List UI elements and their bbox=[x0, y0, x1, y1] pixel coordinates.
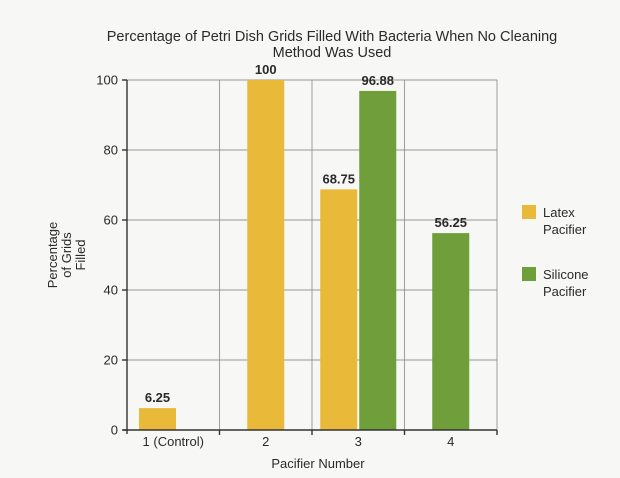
y-axis-title: Percentageof GridsFilled bbox=[45, 222, 88, 289]
legend-swatch bbox=[522, 267, 536, 281]
gridlines bbox=[127, 79, 498, 430]
y-axis-title-line: Percentage bbox=[45, 222, 60, 289]
data-label: 96.88 bbox=[361, 73, 394, 88]
bar bbox=[432, 233, 470, 430]
legend-label: Pacifier bbox=[543, 222, 587, 237]
bar bbox=[359, 90, 397, 431]
tick-labels: 0 20 40 60 80 100 1 (Control) 2 3 4 bbox=[96, 73, 498, 449]
y-tick-label: 0 bbox=[111, 423, 118, 438]
bars bbox=[139, 80, 470, 431]
x-tick-label: 3 bbox=[355, 434, 362, 449]
axes bbox=[123, 80, 497, 434]
y-tick-label: 60 bbox=[104, 213, 118, 228]
legend-label: Pacifier bbox=[543, 284, 587, 299]
x-tick-label: 4 bbox=[447, 434, 454, 449]
bar bbox=[247, 80, 285, 430]
chart-title-line: Method Was Used bbox=[273, 45, 392, 61]
axis-titles: Pacifier Number Percentageof GridsFilled bbox=[45, 222, 365, 471]
data-label: 100 bbox=[255, 62, 277, 77]
y-axis-title-line: Filled bbox=[73, 239, 88, 270]
data-label: 56.25 bbox=[434, 215, 467, 230]
legend-label: Silicone bbox=[543, 267, 589, 282]
data-labels: 6.25 100 68.75 96.88 56.25 bbox=[145, 62, 467, 405]
x-tick-label: 2 bbox=[262, 434, 269, 449]
data-label: 6.25 bbox=[145, 390, 170, 405]
x-axis-title: Pacifier Number bbox=[271, 456, 365, 471]
y-tick-label: 20 bbox=[104, 353, 118, 368]
x-tick-label: 1 (Control) bbox=[143, 434, 204, 449]
y-tick-label: 100 bbox=[96, 73, 118, 88]
legend-label: Latex bbox=[543, 205, 575, 220]
chart-title-line: Percentage of Petri Dish Grids Filled Wi… bbox=[107, 29, 558, 45]
y-tick-label: 40 bbox=[104, 283, 118, 298]
chart-title: Percentage of Petri Dish Grids Filled Wi… bbox=[107, 29, 558, 61]
y-tick-label: 80 bbox=[104, 143, 118, 158]
bar bbox=[320, 189, 358, 430]
legend: Latex Pacifier Silicone Pacifier bbox=[522, 205, 589, 299]
bar bbox=[139, 408, 176, 430]
legend-swatch bbox=[522, 205, 536, 219]
data-label: 68.75 bbox=[322, 171, 355, 186]
y-axis-title-line: of Grids bbox=[59, 232, 74, 278]
